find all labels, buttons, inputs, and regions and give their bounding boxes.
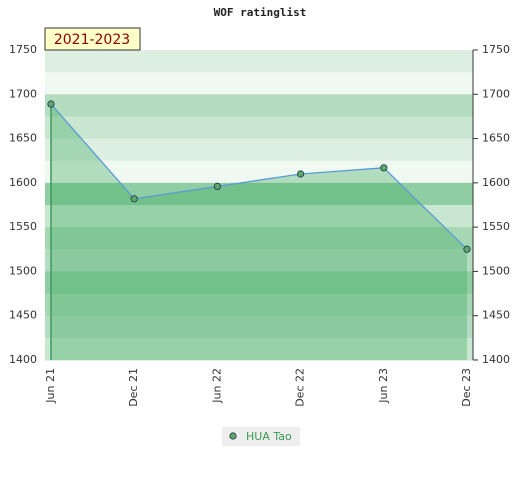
point [213,182,221,190]
band [45,315,473,339]
line [50,103,468,250]
y-tick-label: 1650 [9,132,37,145]
legend-label: HUA Tao [246,430,292,443]
y-tick-label-right: 1750 [482,43,510,56]
annotation: 2021-2023 [54,32,130,48]
point [47,100,55,108]
band [45,182,473,206]
point [130,195,138,203]
annotation-box [44,27,141,51]
band [45,72,473,95]
y-tick-label-right: 1600 [482,176,510,189]
legend-marker [229,432,237,440]
band [45,249,473,272]
x-tick-label: Dec 23 [460,368,473,407]
band [45,138,473,162]
y-tick-label-right: 1700 [482,87,510,100]
band [45,293,473,317]
band [45,116,473,140]
x-tick-label: Jun 21 [44,368,57,404]
legend-box [222,427,300,446]
x-tick-label: Dec 22 [294,368,307,407]
area [51,104,467,361]
y-tick-label: 1600 [9,176,37,189]
plot [47,100,471,361]
plot-background [45,50,473,361]
band [45,227,473,250]
band [45,160,473,184]
band [45,337,473,361]
y-tick-label: 1500 [9,264,37,277]
y-tick-label: 1450 [9,309,37,322]
y-tick-label: 1750 [9,43,37,56]
point [380,164,388,172]
band [45,271,473,295]
band [45,205,473,228]
x-tick-label: Jun 23 [377,368,390,404]
y-tick-label-right: 1450 [482,309,510,322]
chart-title: WOF ratinglist [214,6,307,19]
point [463,245,471,253]
x-tick-label: Dec 21 [127,368,140,407]
y-tick-label: 1400 [9,353,37,366]
y-tick-label: 1700 [9,87,37,100]
y-tick-label: 1550 [9,220,37,233]
y-tick-label-right: 1650 [482,132,510,145]
y-tick-label-right: 1500 [482,264,510,277]
y-tick-label-right: 1550 [482,220,510,233]
y-tick-label-right: 1400 [482,353,510,366]
point [296,170,305,178]
band [45,94,473,117]
x-tick-label: Jun 22 [210,368,223,404]
band [45,50,473,73]
